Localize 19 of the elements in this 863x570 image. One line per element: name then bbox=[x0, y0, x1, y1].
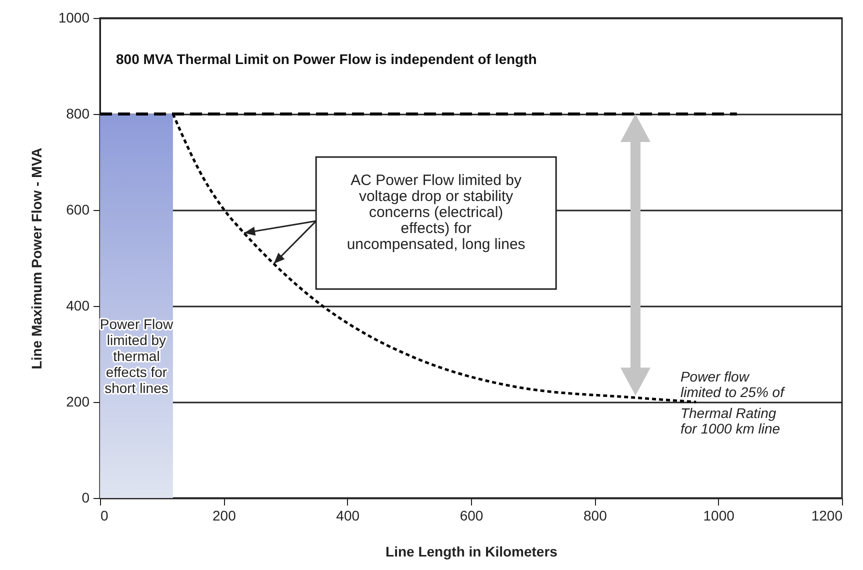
annotation: AC Power Flow limited by voltage drop or stability concerns (electrical) effects) for uncompensated, long lines bbox=[346, 172, 526, 254]
y-tick-label: 0 bbox=[82, 490, 90, 506]
text: 800 MVA Thermal Limit on Power Flow is independent of length bbox=[116, 51, 537, 67]
x-tick-label: 600 bbox=[460, 508, 484, 524]
y-tick-label: 400 bbox=[66, 298, 90, 314]
y-tick-label: 600 bbox=[66, 202, 90, 218]
x-tick-label: 0 bbox=[100, 508, 108, 524]
annotation: Power flow limited to 25% of Thermal Rating for 1000 km line bbox=[680, 368, 786, 436]
series-label: Power Flow limited by thermal effects for short lines bbox=[100, 316, 174, 396]
x-tick-label: 400 bbox=[336, 508, 360, 524]
x-axis-title: Line Length in Kilometers bbox=[386, 544, 558, 560]
x-tick-label: 200 bbox=[212, 508, 236, 524]
y-tick-label: 800 bbox=[66, 106, 90, 122]
y-tick-label: 1000 bbox=[58, 10, 90, 26]
x-tick-label: 1000 bbox=[703, 508, 735, 524]
y-axis-title: Line Maximum Power Flow - MVA bbox=[28, 148, 44, 370]
x-tick-label: 800 bbox=[583, 508, 608, 524]
y-tick-label: 200 bbox=[66, 394, 90, 410]
x-tick-label: 1200 bbox=[811, 508, 843, 524]
